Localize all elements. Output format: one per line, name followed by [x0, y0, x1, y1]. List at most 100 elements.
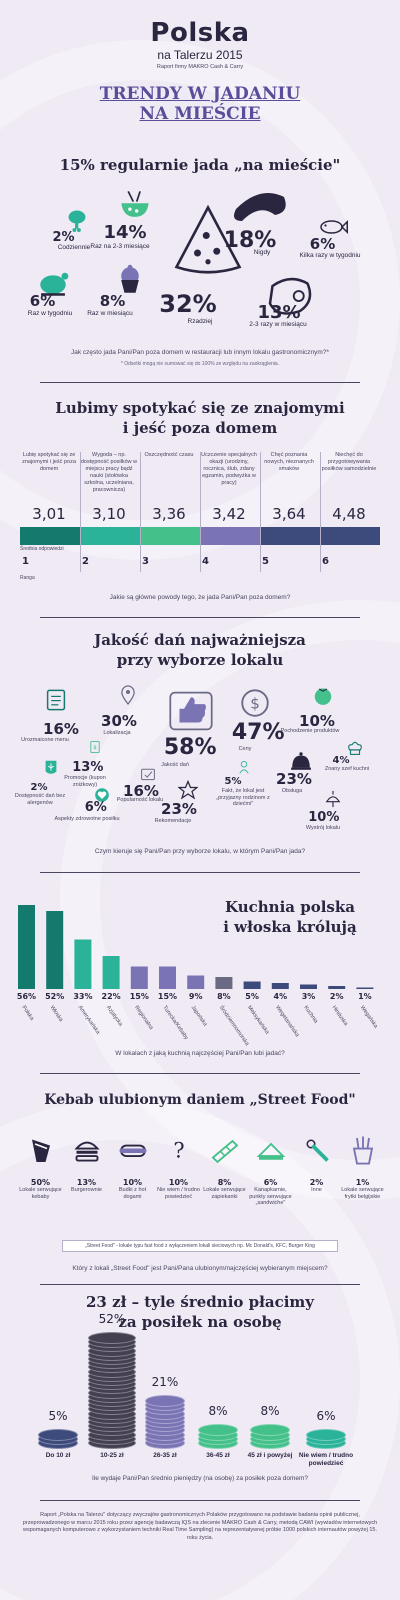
- frequency-value: 6%: [309, 235, 336, 253]
- criteria-value: 58%: [163, 735, 217, 760]
- logo-tiny: Raport firmy MAKRO Cash & Carry: [156, 64, 244, 70]
- section2-title: Lubimy spotykać się ze znajomymi i jeść …: [55, 399, 345, 437]
- criteria-label: Fakt, że lokal jest „przyjazny rodzinom …: [216, 788, 270, 807]
- reason-label: Lubię spotykać się ze znajomymi i jeść p…: [22, 452, 76, 472]
- cuisine-value: 22%: [102, 992, 121, 1001]
- streetfood-value: 50%: [30, 1178, 51, 1187]
- streetfood-item: 8% Lokale serwujące zapiekanki: [202, 1178, 247, 1200]
- cuisine-value: 5%: [245, 992, 259, 1001]
- section4-title: Kuchnia polska i włoska królują: [223, 898, 357, 936]
- cuisine-bar: [46, 911, 64, 989]
- criteria-label: Jakość dań: [161, 762, 189, 768]
- svg-text:?: ?: [173, 1139, 184, 1163]
- streetfood-item: 1% Lokale serwujące frytki belgijskie: [340, 1178, 385, 1200]
- price-value: 52%: [98, 1312, 126, 1326]
- criteria-value: 10%: [308, 810, 340, 825]
- section5-question: Który z lokali „Street Food" jest Pani/P…: [72, 1265, 328, 1272]
- frequency-label: Raz w tygodniu: [27, 310, 73, 317]
- reason-bar: [80, 527, 140, 545]
- cuisine-category: Wegańska: [359, 1005, 379, 1030]
- frequency-label: Rzadziej: [187, 318, 213, 325]
- frequency-value: 8%: [99, 292, 126, 310]
- reason-label: Niechęć do przygotowywania posiłków samo…: [321, 452, 377, 472]
- reason-divider: [200, 452, 201, 572]
- cuisine-category: Regionalna: [133, 1005, 154, 1032]
- lamp-icon: [324, 790, 342, 808]
- frequency-value: 18%: [223, 228, 277, 253]
- price-value: 5%: [48, 1408, 68, 1423]
- price-coin: [88, 1332, 136, 1344]
- popular-icon: [140, 766, 156, 782]
- price-coin: [198, 1424, 238, 1437]
- price-category: 36-45 zł: [206, 1452, 230, 1459]
- streetfood-item: 10% Nie wiem / trudno powiedzieć: [156, 1178, 201, 1200]
- cuisine-bar: [300, 984, 317, 989]
- cuisine-value: 15%: [130, 992, 149, 1001]
- cuisine-value: 52%: [45, 992, 64, 1001]
- reason-score: 3,01: [32, 505, 66, 523]
- streetfood-label: Lokale serwujące zapiekanki: [203, 1187, 246, 1200]
- streetfood-value: 1%: [355, 1178, 370, 1187]
- cuisine-category: Włoska: [49, 1005, 65, 1024]
- streetfood-value: 10%: [122, 1178, 143, 1187]
- price-category: Do 10 zł: [45, 1452, 71, 1459]
- cuisine-value: 15%: [158, 992, 177, 1001]
- criteria-label: Promocje (kupon zniżkowy): [64, 775, 106, 788]
- reason-divider: [320, 452, 321, 572]
- page-title: TRENDY W JADANIU NA MIEŚCIE: [99, 84, 301, 124]
- streetfood-label: Budki z hot dogami: [118, 1187, 147, 1200]
- section3-question: Czym kieruje się Pani/Pan przy wyborze l…: [94, 848, 306, 855]
- cuisine-bar: [271, 983, 289, 989]
- criteria-value: 6%: [84, 800, 107, 815]
- section1-question: Jak często jada Pani/Pan poza domem w re…: [71, 349, 329, 356]
- tomato-icon: [312, 684, 334, 706]
- criteria-label: Rekomendacje: [154, 818, 192, 824]
- avg-label: Średnia odpowiedzi: [20, 546, 64, 552]
- criteria-value: 2%: [30, 782, 48, 793]
- cuisine-value: 33%: [73, 992, 92, 1001]
- criteria-value: 47%: [231, 720, 285, 745]
- frequency-label: Codziennie: [57, 244, 91, 251]
- divider: [40, 1284, 360, 1285]
- svg-text:$: $: [93, 745, 97, 751]
- price-value: 8%: [208, 1404, 228, 1419]
- rank-label: Ranga: [20, 575, 35, 581]
- other-icon: [302, 1132, 332, 1168]
- fish-icon: [318, 212, 348, 242]
- criteria-label: Pochodzenie produktów: [280, 728, 340, 734]
- divider: [40, 617, 360, 618]
- dollar-icon: $: [240, 688, 270, 718]
- streetfood-item: 10% Budki z hot dogami: [110, 1178, 155, 1200]
- reason-divider: [80, 452, 81, 572]
- cuisine-category: Śródziemnomorska: [218, 1004, 252, 1048]
- streetfood-label: Inne: [311, 1187, 322, 1193]
- section2-question: Jakie są główne powody tego, że jada Pan…: [109, 594, 291, 601]
- frequency-label: Nigdy: [253, 249, 271, 256]
- criteria-value: 23%: [161, 800, 197, 818]
- cuisine-value: 1%: [358, 992, 372, 1001]
- divider: [40, 1500, 360, 1501]
- streetfood-value: 8%: [217, 1178, 232, 1187]
- cuisine-bar: [243, 981, 261, 989]
- criteria-label: Urozmaicone menu: [21, 737, 69, 743]
- reason-bar: [200, 527, 260, 545]
- streetfood-label: Lokale serwujące kebaby: [19, 1187, 62, 1200]
- price-value: 8%: [260, 1404, 280, 1419]
- criteria-label: Popularność lokalu: [116, 797, 164, 803]
- cuisine-value: 8%: [217, 992, 231, 1001]
- section6-title: 23 zł – tyle średnio płacimy za posiłek …: [85, 1293, 315, 1331]
- cuisine-category: Polska: [20, 1005, 35, 1023]
- logo-sub: na Talerzu 2015: [157, 48, 243, 62]
- streetfood-value: 2%: [309, 1178, 324, 1187]
- heart-icon: [94, 787, 110, 803]
- cuisine-bar: [74, 939, 92, 989]
- cloche-icon: [290, 750, 312, 772]
- reason-label: Oszczędność czasu: [144, 452, 194, 458]
- streetfood-item: 50% Lokale serwujące kebaby: [18, 1178, 63, 1200]
- thumbs-up-icon: [168, 688, 214, 734]
- price-coin: [306, 1428, 346, 1441]
- cuisine-bar: [215, 977, 233, 989]
- cuisine-bar: [18, 905, 35, 989]
- streetfood-value: 10%: [168, 1178, 189, 1187]
